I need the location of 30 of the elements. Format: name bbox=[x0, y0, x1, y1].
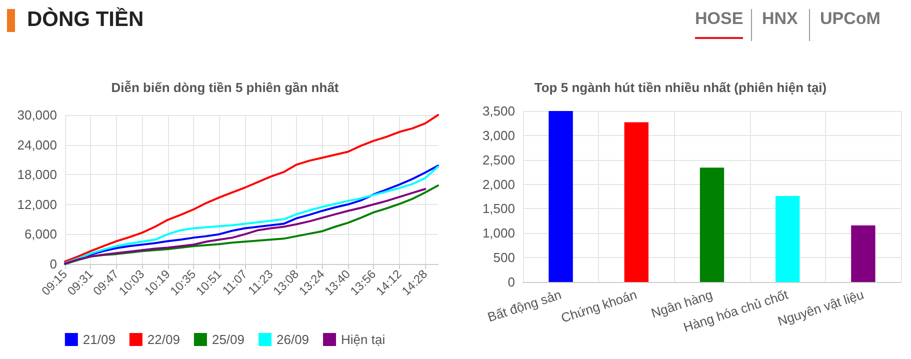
bar bbox=[776, 196, 800, 282]
text: UPCoM bbox=[820, 9, 880, 30]
y-tick-label: 2,500 bbox=[482, 152, 515, 168]
y-tick-label: 24,000 bbox=[17, 137, 57, 152]
y-tick-label: 18,000 bbox=[17, 167, 57, 182]
text: HOSE bbox=[695, 9, 744, 39]
y-tick-label: 3,500 bbox=[482, 104, 515, 118]
y-tick-label: 0 bbox=[508, 274, 515, 290]
chart-title: Top 5 ngành hút tiền nhiều nhất (phiên hiện tại) bbox=[534, 80, 827, 95]
y-tick-label: 2,000 bbox=[482, 176, 515, 192]
y-tick-label: 3,000 bbox=[482, 128, 515, 143]
y-tick-label: 1,000 bbox=[482, 226, 515, 241]
y-tick-label: 6,000 bbox=[24, 226, 57, 242]
bar bbox=[624, 122, 648, 282]
chart-title: Diễn biến dòng tiền 5 phiên gần nhất bbox=[111, 80, 340, 95]
bar bbox=[851, 225, 876, 282]
bar bbox=[700, 168, 724, 282]
bar bbox=[548, 111, 573, 282]
legend-label: Hiện tại bbox=[341, 332, 386, 347]
text: HNX bbox=[762, 9, 798, 30]
legend-label: 21/09 bbox=[82, 332, 116, 347]
y-tick-label: 0 bbox=[50, 256, 57, 272]
legend-label: 26/09 bbox=[276, 332, 310, 347]
y-tick-label: 1,500 bbox=[482, 201, 515, 216]
legend-label: 25/09 bbox=[212, 332, 245, 347]
legend-label: 22/09 bbox=[147, 332, 180, 347]
text: DÒNG TIỀN bbox=[27, 8, 144, 32]
y-tick-label: 30,000 bbox=[17, 108, 57, 122]
y-tick-label: 500 bbox=[493, 250, 515, 266]
y-tick-label: 12,000 bbox=[17, 196, 57, 212]
